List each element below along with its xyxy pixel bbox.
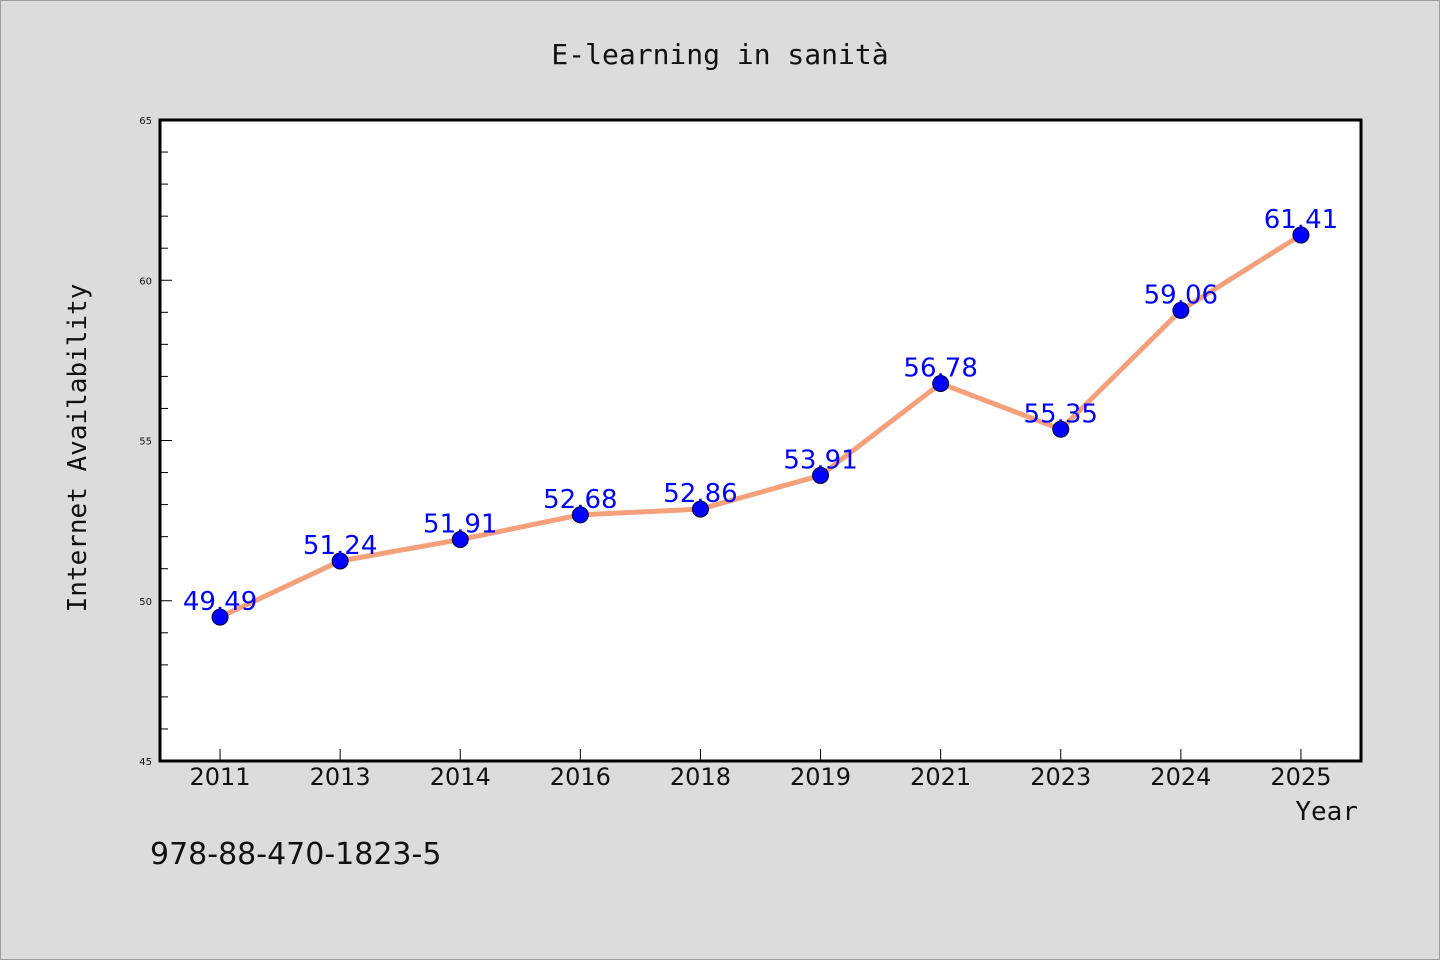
x-tick-label: 2021 [910, 763, 971, 791]
data-value-label: 51.24 [303, 531, 377, 561]
data-value-label: 61.41 [1264, 205, 1338, 235]
x-tick-label: 2024 [1150, 763, 1211, 791]
x-tick-label: 2019 [790, 763, 851, 791]
y-tick-label: 45 [139, 757, 152, 768]
x-tick-label: 2011 [190, 763, 251, 791]
data-point-marker [932, 374, 950, 392]
data-point-marker [1052, 420, 1070, 438]
x-tick-label: 2025 [1270, 763, 1331, 791]
y-axis-ticks: 45 50 55 60 65 [139, 116, 172, 768]
x-tick-label: 2016 [550, 763, 611, 791]
x-axis-label: Year [1295, 797, 1358, 827]
plot-area [158, 118, 1363, 763]
data-value-label: 55.35 [1024, 399, 1098, 429]
data-value-label: 52.68 [543, 485, 617, 515]
data-point-marker [1292, 226, 1310, 244]
x-tick-label: 2014 [430, 763, 491, 791]
y-tick-label: 65 [139, 116, 152, 127]
x-tick-label: 2013 [310, 763, 371, 791]
series-line-group [211, 226, 1310, 626]
data-point-marker [1172, 301, 1190, 319]
x-tick-label: 2023 [1030, 763, 1091, 791]
data-point-marker [211, 608, 229, 626]
data-value-label: 56.78 [903, 353, 977, 383]
series-line [217, 232, 1304, 620]
isbn-footnote: 978-88-470-1823-5 [150, 837, 441, 872]
data-point-marker [451, 531, 469, 549]
y-tick-label: 60 [139, 276, 152, 287]
data-value-label: 49.49 [183, 587, 257, 617]
x-axis-ticks: 2011 2013 2014 2016 2018 2019 2021 2023 2024 2025 [190, 749, 1331, 791]
data-point-marker [691, 500, 709, 518]
x-tick-label: 2018 [670, 763, 731, 791]
y-tick-label: 50 [139, 597, 152, 608]
data-label-group: 49.49 51.24 51.91 52.68 52.86 53.91 56.78 55.35… [183, 205, 1338, 617]
y-axis-label: Internet Availability [63, 284, 93, 613]
data-point-marker [571, 506, 589, 524]
data-value-label: 51.91 [423, 510, 497, 540]
data-point-marker [331, 552, 349, 570]
chart-title: E-learning in sanità [551, 38, 888, 71]
y-tick-label: 55 [139, 437, 152, 448]
data-point-marker [812, 466, 830, 484]
data-value-label: 53.91 [783, 445, 857, 475]
data-value-label: 59.06 [1144, 280, 1218, 310]
data-value-label: 52.86 [663, 479, 737, 509]
